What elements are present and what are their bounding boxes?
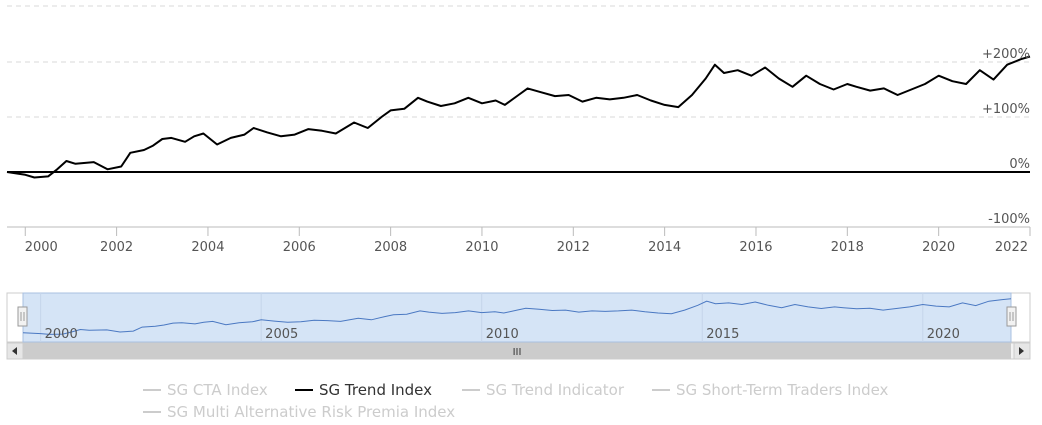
series-layer xyxy=(6,55,1031,179)
y-tick-label: +100% xyxy=(982,102,1030,117)
navigator-tick-label: 2005 xyxy=(265,327,298,342)
navigator-tick-label: 2010 xyxy=(486,327,519,342)
legend-swatch xyxy=(462,389,480,391)
x-tick-label: 2020 xyxy=(922,240,955,255)
x-tick-label: 2000 xyxy=(25,240,58,255)
scrollbar[interactable]: III xyxy=(6,342,1031,360)
legend-swatch xyxy=(143,389,161,391)
x-tick-label: 2010 xyxy=(465,240,498,255)
legend-label: SG Trend Indicator xyxy=(486,381,625,399)
navigator-tick-label: 2015 xyxy=(706,327,739,342)
x-tick-label: 2012 xyxy=(557,240,590,255)
legend-item-sg-trend-indicator[interactable]: SG Trend Indicator xyxy=(462,381,624,399)
x-tick-label: 2006 xyxy=(283,240,316,255)
legend-label: SG Trend Index xyxy=(319,381,433,399)
scrollbar-grip: III xyxy=(513,347,522,358)
y-axis-tick-labels: -100% 0% +100% +200% xyxy=(982,47,1030,227)
legend-label: SG CTA Index xyxy=(167,381,268,399)
legend-swatch xyxy=(652,389,670,391)
series-line-sg-trend-index xyxy=(6,55,1031,179)
legend-label: SG Short-Term Traders Index xyxy=(676,381,889,399)
x-tick-label: 2004 xyxy=(191,240,224,255)
x-tick-label: 2014 xyxy=(648,240,681,255)
navigator-tick-label: 2000 xyxy=(45,327,78,342)
y-tick-label: +200% xyxy=(982,47,1030,62)
x-tick-label: 2016 xyxy=(739,240,772,255)
navigator-handle-left[interactable] xyxy=(17,306,28,327)
x-tick-label: 2018 xyxy=(831,240,864,255)
legend-swatch xyxy=(143,411,161,413)
y-tick-label: -100% xyxy=(988,212,1030,227)
legend-label: SG Multi Alternative Risk Premia Index xyxy=(167,403,456,421)
x-tick-label: 2008 xyxy=(374,240,407,255)
legend-item-sg-cta-index[interactable]: SG CTA Index xyxy=(143,381,268,399)
grid-lines xyxy=(7,5,1030,118)
x-tick-label: 2002 xyxy=(100,240,133,255)
x-axis-ticks: 2000 2002 2004 2006 2008 2010 2012 2014 2016 2018… xyxy=(25,227,1031,255)
legend-item-sg-short-term-traders-index[interactable]: SG Short-Term Traders Index xyxy=(652,381,888,399)
legend: SG CTA Index SG Trend Index SG Trend Ind… xyxy=(0,378,1042,425)
scrollbar-thumb[interactable] xyxy=(23,343,1011,359)
scroll-right-arrow-icon xyxy=(1019,347,1024,355)
chart-svg: -100%0%+100%+200% 2000 2002 2004 2006 2008 20… xyxy=(6,5,1031,360)
y-tick-label: 0% xyxy=(1009,157,1030,172)
scroll-left-arrow-icon xyxy=(12,347,17,355)
navigator-series-line xyxy=(22,298,1012,335)
navigator-tick-labels: 2000 2005 2010 2015 2020 xyxy=(45,327,960,342)
legend-swatch xyxy=(295,389,313,391)
legend-item-sg-trend-index[interactable]: SG Trend Index xyxy=(295,381,432,399)
legend-item-sg-multi-alternative-risk-premia-index[interactable]: SG Multi Alternative Risk Premia Index xyxy=(143,403,455,421)
navigator[interactable]: 2000 2005 2010 2015 2020 xyxy=(6,292,1031,343)
x-tick-label: 2022 xyxy=(995,240,1028,255)
navigator-handle-right[interactable] xyxy=(1006,306,1017,327)
navigator-tick-label: 2020 xyxy=(927,327,960,342)
